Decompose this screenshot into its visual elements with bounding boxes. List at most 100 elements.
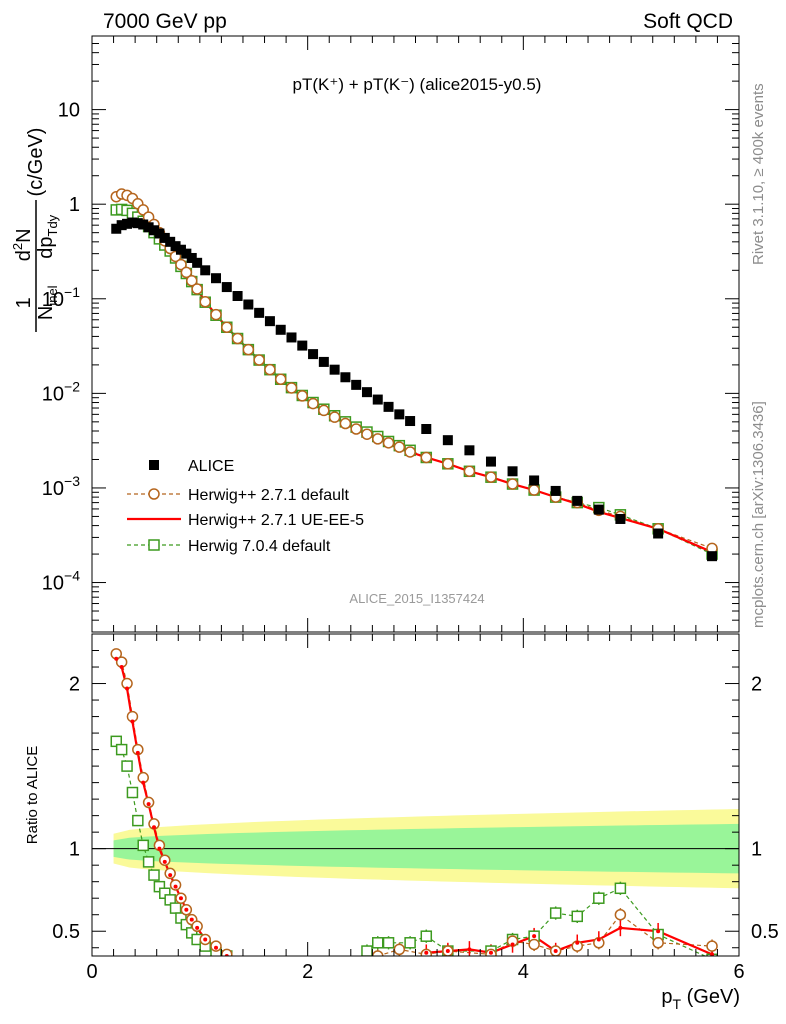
ratio-herwigpp-ueee5-point — [203, 937, 208, 942]
ratio-marks — [92, 648, 739, 956]
x-tick-label: 6 — [733, 961, 744, 983]
ratio-y-tick-label-right: 1 — [751, 839, 762, 861]
ratio-y-tick-label-left: 1 — [69, 839, 80, 861]
alice-point — [181, 248, 192, 259]
legend-label: ALICE — [188, 458, 234, 475]
ratio-herwigpp-ueee5-point — [424, 950, 429, 955]
alice-point — [653, 528, 664, 539]
ylabel-ninel: N — [35, 306, 57, 320]
ratio-y-tick-labels: 0.5 0.5 1 1 2 2 — [52, 674, 779, 944]
alice-point — [372, 394, 383, 405]
alice-point — [318, 356, 329, 367]
main-y-tick-label: 10−4 — [42, 568, 80, 595]
ratio-herwig7-point — [148, 869, 160, 881]
ratio-herwig7-point — [549, 907, 562, 919]
herwigpp-default-point — [404, 446, 416, 458]
alice-point — [572, 495, 583, 506]
ratio-herwigpp-ueee5-point — [178, 896, 183, 901]
alice-point — [111, 223, 122, 234]
main-marks — [110, 188, 718, 562]
alice-point — [707, 551, 718, 562]
herwigpp-default-point — [199, 296, 211, 308]
alice-point — [232, 290, 243, 301]
watermark: ALICE_2015_I1357424 — [349, 591, 484, 606]
alice-point — [394, 409, 405, 420]
ylabel-text: 1 Ninel d2N dpTdy (c/GeV) — [10, 128, 62, 321]
alice-point — [175, 244, 186, 255]
main-y-tick-label: 10−3 — [42, 473, 80, 500]
xlabel-sub: T — [673, 996, 682, 1012]
ratio-herwigpp-default-point — [652, 937, 664, 949]
ratio-herwigpp-ueee5-point — [189, 917, 194, 922]
plot-title: pT(K⁺) + pT(K⁻) (alice2015-y0.5) — [293, 75, 542, 94]
ylabel-dpt: dp — [35, 236, 57, 258]
herwigpp-default-point — [382, 437, 395, 449]
ratio-herwig7-point — [404, 937, 416, 949]
main-y-tick-labels: 10 1 10−1 10−2 10−3 10−4 — [42, 100, 80, 595]
legend-square-marker — [148, 539, 160, 551]
legend-entry: Herwig++ 2.7.1 UE-EE-5 — [127, 512, 364, 529]
ylabel-ninel-sub: inel — [45, 285, 60, 305]
ratio-herwig7-point — [132, 814, 144, 827]
ratio-herwigpp-ueee5-point — [184, 907, 189, 912]
ratio-herwig7-point — [361, 945, 373, 956]
alice-point — [361, 387, 372, 398]
herwigpp-default-point — [191, 283, 203, 295]
herwigpp-default-point — [185, 275, 198, 287]
ratio-herwigpp-ueee5-point — [467, 947, 472, 952]
ratio-herwigpp-ueee5-point — [173, 884, 178, 889]
main-y-tick-label: 1 — [69, 194, 80, 216]
main-ticks — [91, 35, 740, 633]
herwigpp-default-point — [339, 417, 352, 430]
legend: ALICE Herwig++ 2.7.1 default Herwig++ 2.7.… — [127, 458, 364, 555]
alice-point — [165, 236, 176, 247]
ratio-herwigpp-ueee5-point — [141, 780, 146, 785]
ratio-herwigpp-ueee5-point — [152, 825, 157, 830]
ratio-herwigpp-ueee5-point — [575, 940, 580, 945]
ratio-herwigpp-ueee5-point — [618, 925, 623, 930]
alice-point — [192, 257, 203, 268]
tick-base: 10 — [42, 478, 64, 500]
alice-point — [529, 475, 540, 486]
alice-point — [116, 220, 127, 231]
ratio-herwigpp-ueee5-point — [146, 802, 151, 807]
alice-point — [507, 466, 518, 477]
ratio-herwigpp-ueee5-point — [532, 934, 537, 939]
alice-point — [329, 364, 340, 375]
alice-point — [550, 485, 561, 496]
x-tick-label: 0 — [86, 961, 97, 983]
ylabel-dpt-sub: Tdy — [45, 214, 60, 236]
ratio-herwigpp-ueee5-point — [162, 859, 167, 864]
ratio-herwigpp-ueee5-point — [125, 686, 130, 691]
main-y-tick-label: 10−1 — [42, 284, 80, 311]
main-y-tick-label: 10−2 — [42, 378, 80, 405]
tick-base: 10 — [42, 573, 64, 595]
herwigpp-default-point — [274, 373, 287, 386]
ratio-y-axis-label: Ratio to ALICE — [24, 746, 41, 844]
alice-point — [383, 401, 394, 412]
ratio-y-tick-label-left: 2 — [69, 674, 80, 696]
ratio-herwigpp-ueee5-point — [195, 925, 200, 930]
alice-point — [186, 252, 197, 263]
alice-point — [200, 265, 211, 276]
ratio-herwigpp-ueee5-point — [553, 949, 558, 954]
herwigpp-default-point — [285, 382, 298, 394]
ratio-herwigpp-default-point — [372, 950, 384, 956]
ratio-herwigpp-default-point — [393, 943, 406, 956]
ratio-herwig7-point — [137, 839, 149, 852]
alice-point — [421, 424, 432, 435]
xlabel-unit: (GeV) — [681, 986, 740, 1008]
ratio-herwigpp-ueee5-point — [445, 949, 450, 954]
ratio-herwigpp-ueee5-point — [168, 873, 173, 878]
ylabel-one: 1 — [13, 297, 35, 308]
legend-entry: Herwig 7.0.4 default — [127, 538, 331, 555]
alice-point — [159, 232, 170, 243]
ratio-herwigpp-ueee5-point — [114, 656, 119, 661]
herwigpp-default-point — [328, 411, 341, 423]
ratio-herwigpp-ueee5-point — [710, 952, 715, 956]
herwigpp-default-point — [485, 471, 497, 483]
alice-point — [170, 241, 181, 252]
legend-entry: Herwig++ 2.7.1 default — [127, 487, 350, 504]
ratio-herwig7-point — [115, 743, 128, 756]
